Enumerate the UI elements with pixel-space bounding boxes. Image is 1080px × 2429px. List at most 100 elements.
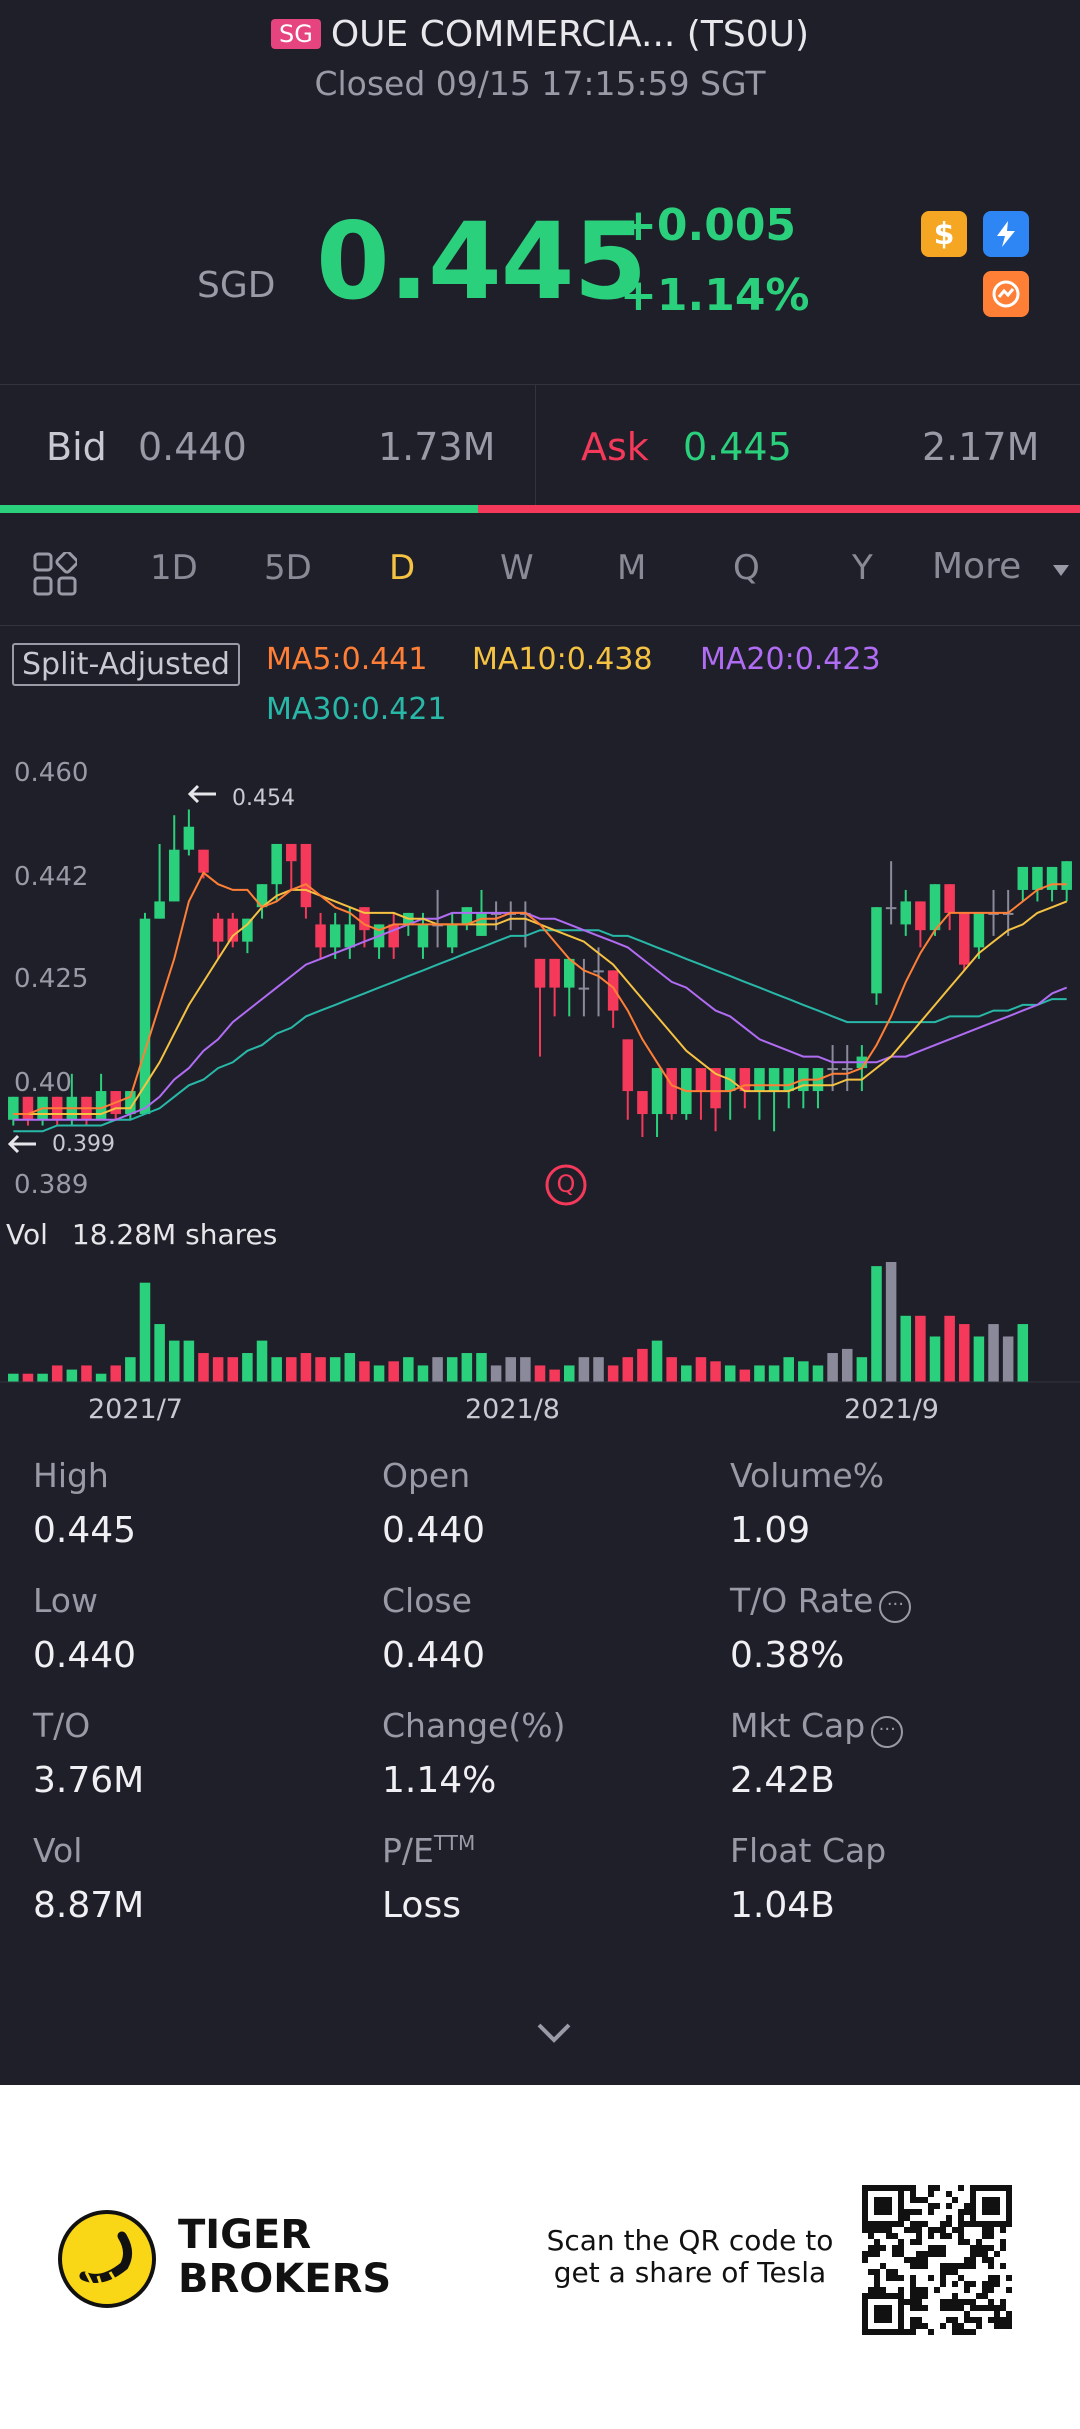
- more-info-icon[interactable]: ···: [879, 1591, 912, 1623]
- volume-bar: [798, 1361, 809, 1382]
- qr-module: [964, 2209, 970, 2215]
- qr-module: [1000, 2323, 1006, 2329]
- qr-module: [976, 2239, 982, 2245]
- volume-bar: [139, 1282, 151, 1382]
- volume-bar: [1002, 1336, 1014, 1382]
- candle-body: [1061, 861, 1072, 890]
- event-marker-icon[interactable]: [544, 1163, 588, 1207]
- candle-body: [593, 970, 604, 973]
- volume-bar: [227, 1357, 239, 1382]
- qr-module: [880, 2287, 886, 2293]
- qr-module: [946, 2299, 952, 2305]
- qr-module: [940, 2275, 946, 2281]
- volume-bar: [95, 1373, 107, 1382]
- qr-module: [904, 2299, 910, 2305]
- tab-yearly[interactable]: Y: [852, 548, 873, 588]
- arrow-left-icon: [187, 784, 216, 804]
- qr-module: [910, 2281, 916, 2287]
- qr-module: [868, 2245, 874, 2251]
- candle-body: [490, 912, 502, 915]
- candle-body: [607, 970, 619, 1011]
- swap-icon[interactable]: [983, 271, 1029, 317]
- volume-bar: [915, 1315, 926, 1382]
- qr-module: [922, 2323, 928, 2329]
- qr-module: [904, 2227, 910, 2233]
- qr-module: [970, 2317, 976, 2323]
- layout-grid-icon[interactable]: [33, 552, 77, 596]
- volume-bar: [885, 1262, 897, 1382]
- volume-bar: [724, 1365, 736, 1382]
- qr-module: [946, 2191, 952, 2197]
- qr-module: [868, 2251, 874, 2257]
- pe-text: P/E: [382, 1831, 434, 1870]
- qr-module: [910, 2239, 916, 2245]
- qr-module: [880, 2245, 886, 2251]
- qr-module: [874, 2227, 880, 2233]
- tab-quarterly[interactable]: Q: [733, 548, 760, 588]
- tab-5d[interactable]: 5D: [264, 548, 312, 588]
- qr-module: [940, 2269, 946, 2275]
- split-adjusted-button[interactable]: Split-Adjusted: [12, 643, 240, 686]
- low-marker-label: 0.399: [52, 1132, 115, 1157]
- candlestick-chart[interactable]: [0, 0, 1080, 1400]
- candle-body: [915, 901, 926, 931]
- volume-bar: [446, 1357, 458, 1382]
- qr-module: [952, 2293, 958, 2299]
- stock-name: OUE COMMERCIA... (TS0U): [330, 14, 809, 55]
- ask-label: Ask: [581, 425, 649, 469]
- qr-module: [886, 2233, 892, 2239]
- qr-module: [898, 2275, 904, 2281]
- bid-label: Bid: [46, 425, 107, 469]
- tab-1d[interactable]: 1D: [150, 548, 198, 588]
- stat-label-to-rate[interactable]: T/O Rate ···: [730, 1581, 912, 1623]
- tab-more[interactable]: More: [932, 546, 1022, 587]
- qr-module: [898, 2287, 904, 2293]
- bid-ask-separator: [535, 385, 536, 510]
- qr-module: [1006, 2323, 1012, 2329]
- candle-body: [783, 1068, 794, 1092]
- qr-module: [958, 2221, 964, 2227]
- volume-bar: [563, 1365, 575, 1382]
- stat-label-turnover: T/O: [33, 1706, 91, 1745]
- candle-body: [446, 924, 458, 948]
- stat-value-close: 0.440: [382, 1635, 486, 1676]
- qr-module: [916, 2233, 922, 2239]
- qr-module: [988, 2233, 994, 2239]
- divider: [0, 384, 1080, 385]
- qr-module: [958, 2329, 964, 2335]
- arrow-left-icon: [7, 1134, 36, 1154]
- qr-module: [982, 2197, 1000, 2215]
- tab-monthly[interactable]: M: [617, 548, 647, 588]
- stock-title[interactable]: SG OUE COMMERCIA... (TS0U): [0, 14, 1080, 55]
- qr-module: [1000, 2317, 1006, 2323]
- qr-module: [898, 2245, 904, 2251]
- volume-bar: [944, 1315, 955, 1382]
- qr-module: [928, 2203, 934, 2209]
- price-change-percent: +1.14%: [620, 270, 810, 321]
- dollar-icon[interactable]: $: [921, 211, 967, 257]
- bid-ask-panel[interactable]: Bid 0.440 1.73M Ask 0.445 2.17M: [0, 385, 1080, 510]
- qr-module: [952, 2263, 958, 2269]
- more-info-icon[interactable]: ···: [871, 1716, 904, 1748]
- qr-module: [958, 2185, 964, 2191]
- qr-module: [910, 2221, 916, 2227]
- qr-module: [916, 2299, 922, 2305]
- candle-body: [739, 1068, 751, 1092]
- volume-bar: [681, 1365, 692, 1382]
- stat-label-mkt-cap[interactable]: Mkt Cap ···: [730, 1706, 904, 1748]
- volume-bar: [1017, 1324, 1029, 1382]
- flash-icon[interactable]: [983, 211, 1029, 257]
- expand-chevron-icon[interactable]: [536, 2022, 572, 2044]
- qr-module: [982, 2245, 988, 2251]
- qr-module: [904, 2257, 910, 2263]
- chevron-down-icon[interactable]: [1052, 564, 1070, 578]
- volume-bar: [168, 1340, 180, 1382]
- candle-body: [227, 918, 239, 942]
- qr-module: [970, 2281, 976, 2287]
- tab-daily[interactable]: D: [389, 548, 416, 588]
- volume-bar: [242, 1353, 253, 1382]
- qr-module: [946, 2305, 952, 2311]
- qr-module: [928, 2185, 934, 2191]
- tab-weekly[interactable]: W: [500, 548, 534, 588]
- candle-body: [637, 1091, 648, 1115]
